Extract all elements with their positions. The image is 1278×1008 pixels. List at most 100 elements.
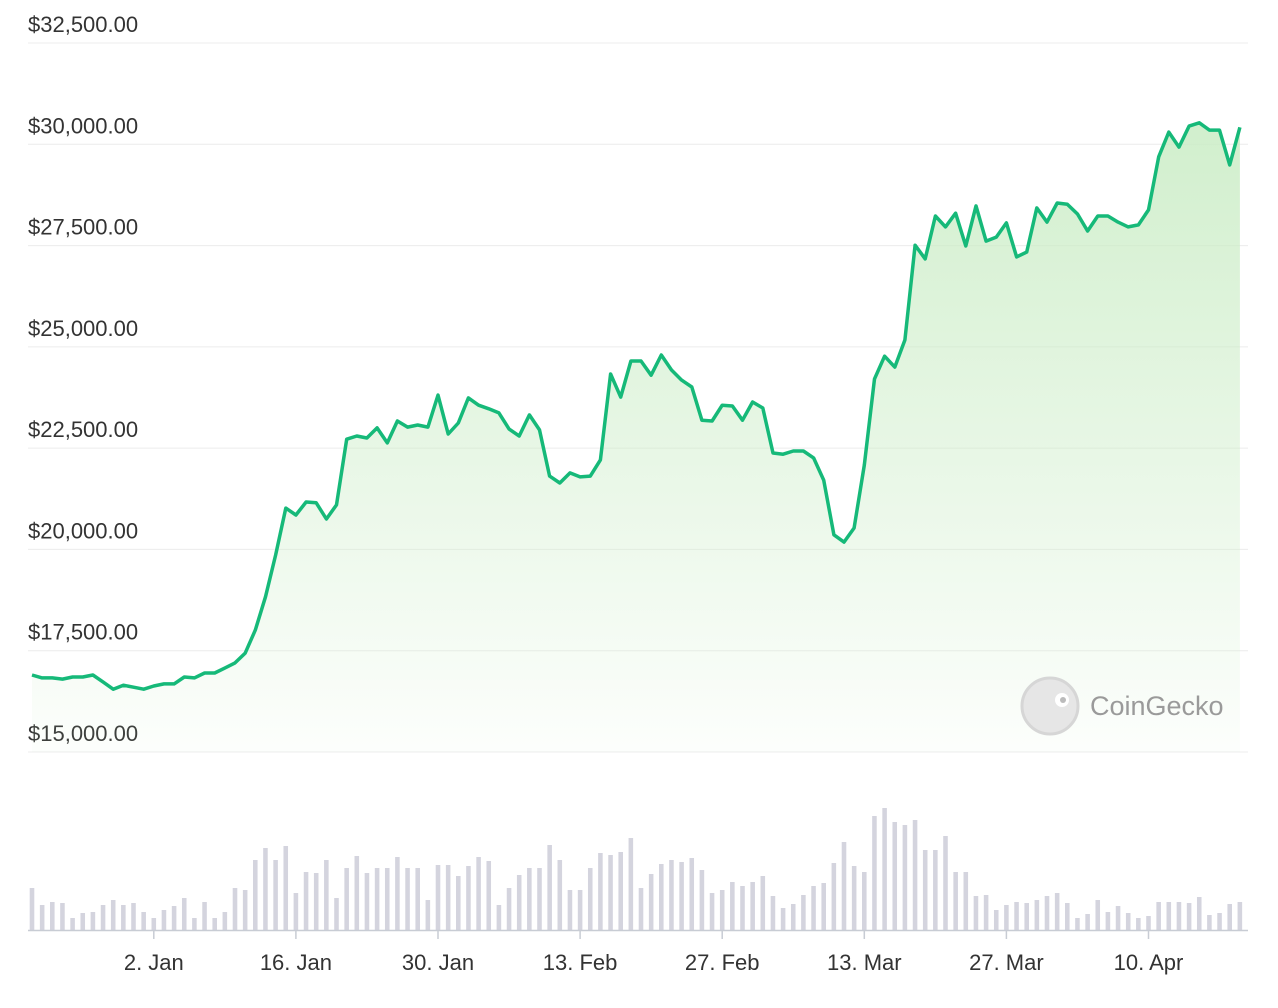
y-tick-label: $17,500.00 [28,620,138,645]
volume-bar [618,852,623,930]
volume-bar [750,882,755,930]
volume-bar [1186,903,1192,930]
volume-bar [516,875,522,930]
volume-bar [770,896,776,930]
x-tick-label: 30. Jan [402,950,474,975]
volume-bar [1166,902,1172,930]
volume-bar [608,855,613,930]
y-tick-label: $32,500.00 [28,12,138,37]
volume-bar [354,856,360,930]
volume-bar [100,905,106,930]
volume-bar [192,918,197,930]
volume-bar [730,882,735,930]
volume-bar [60,903,65,930]
volume-bar [1075,918,1080,930]
volume-bar [983,895,989,930]
volume-bar [943,836,948,930]
price-line [31,121,1242,691]
volume-bar [1044,896,1050,930]
volume-bar [882,808,887,930]
volume-bar [922,850,928,930]
volume-bar [161,910,167,930]
x-tick-label: 13. Mar [827,950,902,975]
volume-bar [232,888,238,930]
volume-bar [851,866,857,930]
volume-bar [222,912,228,930]
volume-bar [831,863,837,930]
volume-bar [141,912,146,930]
volume-bar [334,898,339,930]
volume-bar [151,918,157,930]
x-tick-label: 27. Mar [969,950,1044,975]
price-area [32,122,1240,753]
volume-bar [709,893,715,930]
volume-bar [537,868,542,930]
volume-bar [1217,913,1222,930]
volume-bar [953,872,958,930]
volume-bar [740,886,745,930]
volume-bar [384,868,390,930]
volume-bar [283,846,289,930]
volume-bar [1014,902,1019,930]
volume-bar [628,838,634,930]
volume-bar [80,913,86,930]
volume-bar [1095,900,1101,930]
watermark-logo [1020,676,1080,736]
volume-bar [862,872,867,930]
volume-bar [1034,900,1040,930]
volume-bar [567,890,573,930]
volume-bar [557,860,563,930]
volume-bar [892,822,898,930]
volume-bar [598,853,603,930]
volume-bar [506,888,512,930]
volume-bar [486,861,492,930]
y-tick-label: $20,000.00 [28,518,138,543]
volume-bar [1054,893,1060,930]
volume-bar [801,895,806,930]
volume-bar [1227,904,1232,930]
x-tick-label: 10. Apr [1114,950,1184,975]
volume-bar [1085,914,1090,930]
x-tick-label: 16. Jan [260,950,332,975]
volume-bar [293,893,299,930]
volume-bar [811,886,816,930]
volume-bar [587,868,593,930]
volume-bar [324,860,329,930]
volume-bar [659,864,664,930]
volume-bar [110,900,116,930]
volume-bar [821,883,826,930]
volume-bar [1125,913,1131,930]
volume-bar [181,898,187,930]
x-tick-label: 2. Jan [124,950,184,975]
volume-bar [527,868,532,930]
volume-bar [445,865,451,930]
watermark: CoinGecko [1090,691,1224,721]
volume-bar [912,820,918,930]
volume-bar [1136,918,1141,930]
volume-bar [273,860,278,930]
volume-bar [435,865,441,930]
volume-bar [212,918,217,930]
volume-bar [29,888,35,930]
volume-bar [171,906,177,930]
volume-bar [872,816,877,930]
volume-bar [263,848,268,930]
volume-bar [699,870,705,930]
volume-bar [313,873,319,930]
volume-bar [1004,905,1009,930]
y-tick-label: $27,500.00 [28,215,138,240]
volume-bar [415,868,420,930]
volume-bar [1237,902,1243,930]
y-tick-label: $22,500.00 [28,417,138,442]
volume-bar [202,902,207,930]
volume-bar [669,860,674,930]
volume-bar [689,858,695,930]
volume-bar [39,905,45,930]
volume-bar [902,825,908,930]
volume-bar [121,905,126,930]
volume-bar [1024,903,1029,930]
volume-bar [679,862,684,930]
volume-bar [425,900,431,930]
